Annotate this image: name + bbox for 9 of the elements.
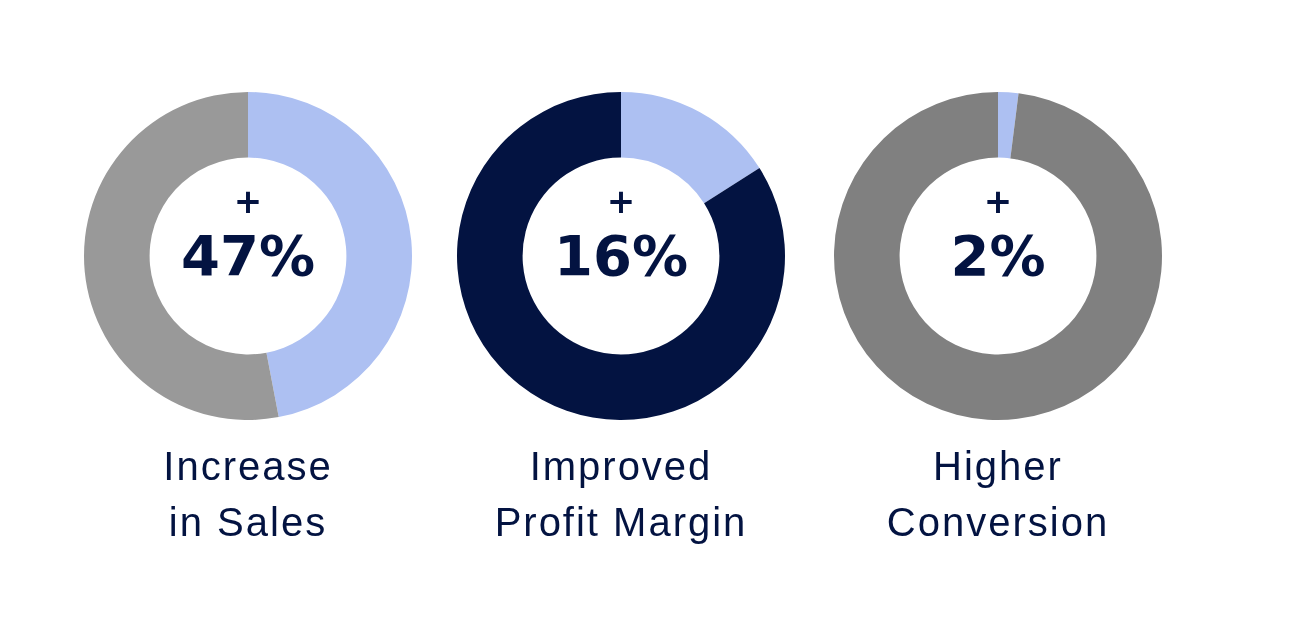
text: Higher Conversion (885, 443, 1111, 546)
text: Improved Profit Margin (493, 443, 749, 546)
text: + (233, 180, 263, 221)
data-label: 47% (180, 222, 316, 288)
text: + (606, 180, 636, 221)
text: Increase in Sales (162, 443, 334, 546)
data-label: 2% (950, 222, 1046, 288)
data-label: 16% (553, 222, 689, 288)
text: + (983, 180, 1013, 221)
